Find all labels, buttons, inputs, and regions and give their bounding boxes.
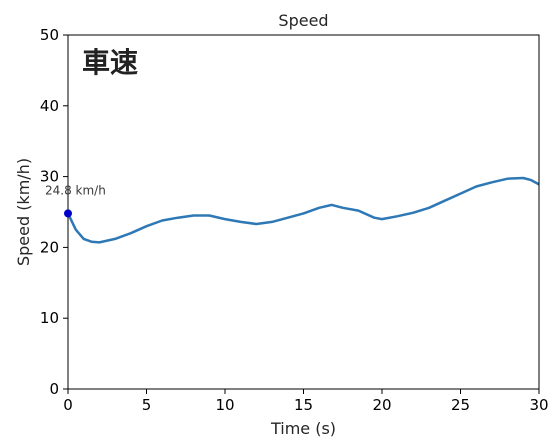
current-value-marker — [64, 209, 72, 217]
y-tick-label: 10 — [40, 309, 59, 327]
x-tick-label: 25 — [451, 396, 470, 414]
x-tick-label: 30 — [529, 396, 548, 414]
x-tick-label: 10 — [215, 396, 234, 414]
y-tick-label: 50 — [40, 26, 59, 44]
x-tick-label: 15 — [294, 396, 313, 414]
marker-value-label: 24.8 km/h — [45, 183, 106, 197]
y-axis-label: Speed (km/h) — [14, 158, 33, 266]
plot-frame — [68, 35, 539, 389]
y-tick-label: 40 — [40, 97, 59, 115]
y-tick-label: 0 — [49, 380, 59, 398]
series-group — [68, 178, 539, 242]
x-axis-label: Time (s) — [270, 419, 336, 438]
speed-series-line — [68, 178, 539, 242]
y-tick-label: 20 — [40, 238, 59, 256]
x-tick-label: 0 — [63, 396, 73, 414]
overlay-label: 車速 — [82, 46, 138, 79]
x-tick-label: 20 — [372, 396, 391, 414]
chart-title: Speed — [278, 11, 328, 30]
x-tick-label: 5 — [142, 396, 152, 414]
